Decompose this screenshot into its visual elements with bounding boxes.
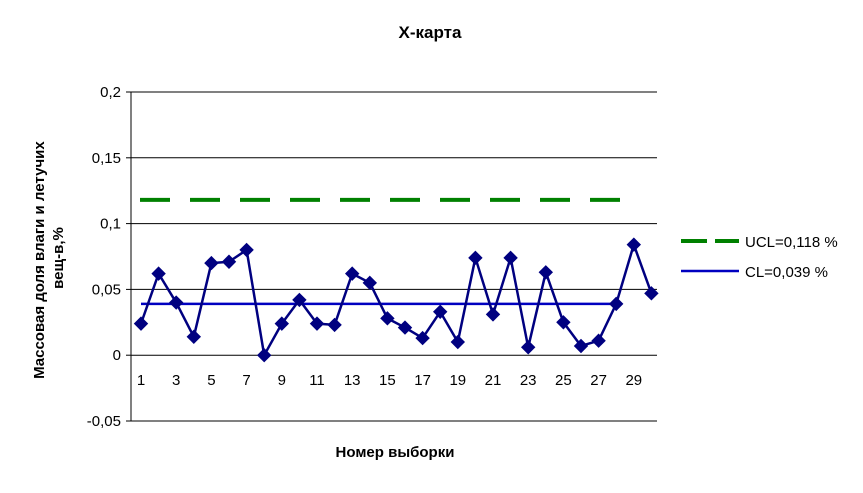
data-point [520, 340, 536, 355]
data-point [133, 316, 149, 331]
data-point [573, 338, 589, 354]
data-point [327, 317, 342, 333]
data-point [450, 334, 466, 350]
legend-ucl-label: UCL=0,118 % [745, 234, 838, 251]
x-tick-label: 25 [555, 372, 572, 389]
data-point [309, 316, 325, 331]
data-point [644, 286, 659, 301]
data-point [468, 250, 483, 266]
data-point [626, 237, 642, 252]
data-point [591, 333, 606, 348]
data-point [274, 316, 290, 331]
y-tick-label: -0,05 [87, 413, 121, 430]
data-point [221, 254, 237, 269]
data-point [556, 315, 571, 330]
data-point [485, 307, 501, 322]
data-point [397, 320, 413, 335]
x-tick-label: 15 [379, 372, 396, 389]
chart-title: X-карта [399, 23, 462, 42]
x-tick-label: 17 [414, 372, 431, 389]
y-tick-label: 0,2 [100, 84, 121, 101]
data-point [380, 311, 395, 326]
series-line [139, 243, 653, 357]
data-point [256, 347, 272, 363]
data-point [503, 250, 518, 266]
y-tick-label: 0,05 [92, 281, 121, 298]
legend: UCL=0,118 % CL=0,039 % [681, 234, 838, 281]
data-point [538, 265, 554, 280]
x-tick-label: 29 [625, 372, 642, 389]
x-tick-label: 3 [172, 372, 180, 389]
y-tick-label: 0,15 [92, 150, 121, 167]
y-axis-label-line-1: Массовая доля влаги и летучих [31, 141, 48, 379]
x-tick-label: 1 [137, 372, 145, 389]
x-tick-label: 11 [309, 372, 325, 389]
x-tick-label: 5 [207, 372, 215, 389]
data-point [168, 295, 184, 310]
data-point [362, 275, 378, 291]
x-tick-label: 19 [449, 372, 466, 389]
data-point [415, 330, 430, 346]
data-point [292, 292, 307, 308]
x-tick-label: 21 [485, 372, 502, 389]
y-tick-label: 0,1 [100, 216, 121, 233]
x-tick-label: 9 [278, 372, 286, 389]
legend-cl-label: CL=0,039 % [745, 264, 828, 281]
y-axis-label-line-2: вещ-в,% [50, 227, 67, 289]
x-tick-label: 7 [242, 372, 250, 389]
data-point [432, 304, 448, 319]
y-tick-label: 0 [113, 347, 121, 364]
x-tick-label: 27 [590, 372, 607, 389]
data-point [151, 266, 166, 281]
x-tick-label: 23 [520, 372, 537, 389]
x-tick-label: 13 [344, 372, 361, 389]
data-point [239, 242, 254, 258]
data-point [344, 266, 360, 281]
data-point [204, 255, 219, 271]
data-point [608, 296, 624, 312]
x-axis-label: Номер выборки [336, 444, 455, 461]
y-axis-label: Массовая доля влаги и летучих вещ-в,% [31, 137, 67, 379]
data-point [186, 329, 202, 344]
